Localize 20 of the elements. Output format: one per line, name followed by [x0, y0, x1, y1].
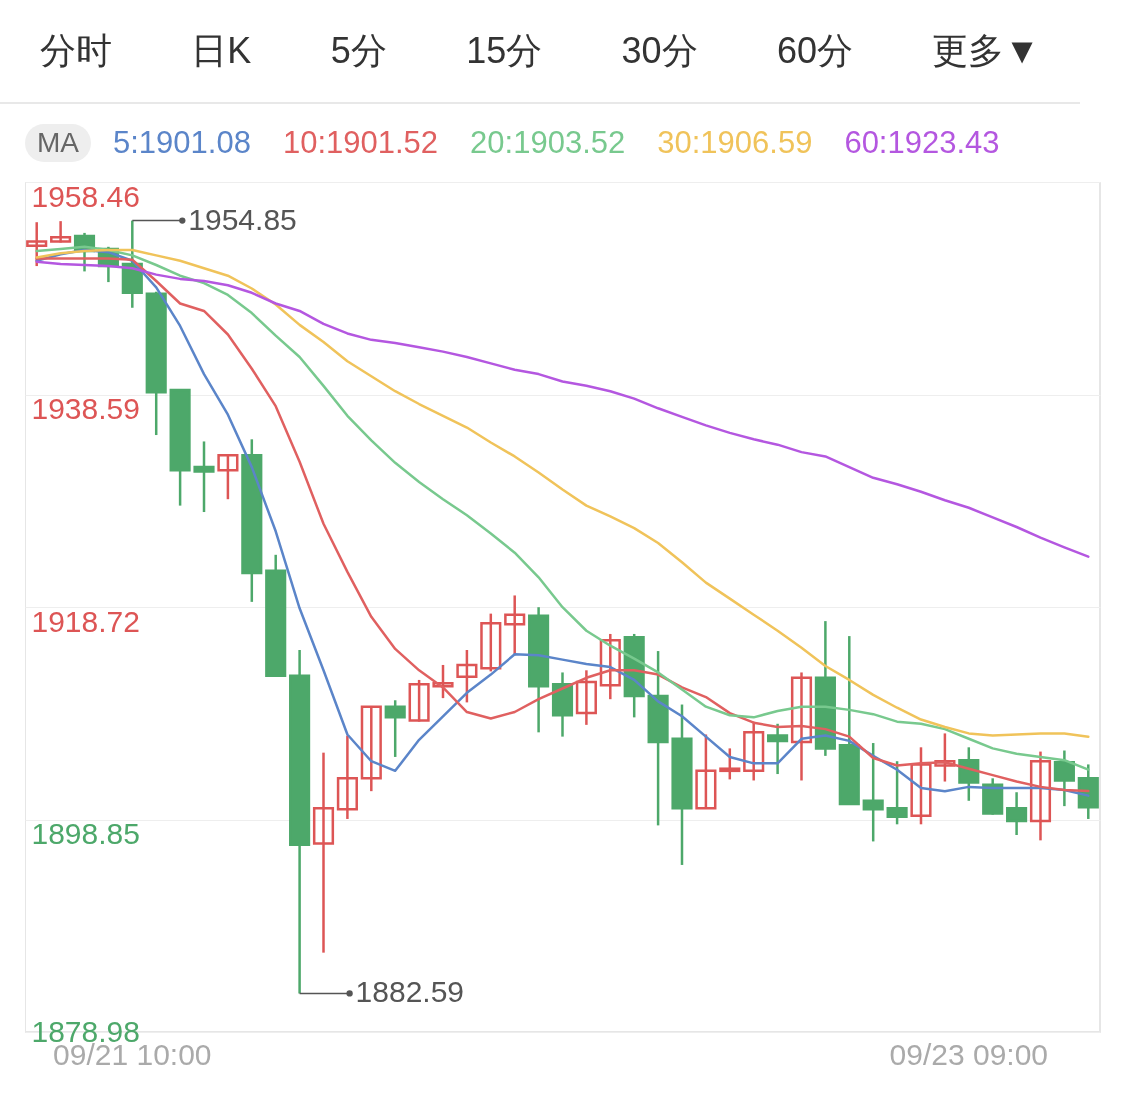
y-tick-label: 1938.59: [31, 392, 140, 425]
y-tick-label: 1958.46: [31, 179, 140, 213]
text: 日K: [191, 28, 252, 73]
legend-title: MA: [25, 124, 91, 162]
text: 20:1903.52: [470, 125, 626, 161]
text: 15分: [466, 28, 543, 73]
y-tick-label: 1898.85: [31, 817, 140, 850]
text: 更多▼: [932, 28, 1040, 73]
annotation: 1954.85: [188, 202, 297, 236]
text: 分时: [40, 28, 112, 73]
text: 5:1901.08: [113, 125, 251, 161]
text: 60:1923.43: [844, 125, 1000, 161]
y-tick-label: 1918.72: [31, 604, 140, 638]
x-tick-label: 09/23 09:00: [889, 1037, 1049, 1071]
text: 10:1901.52: [282, 125, 439, 161]
text: 30:1906.59: [657, 125, 813, 161]
text: 5分: [330, 28, 387, 73]
text: 60分: [776, 28, 853, 73]
text: 30分: [621, 28, 698, 73]
annotation: 1882.59: [355, 975, 465, 1009]
